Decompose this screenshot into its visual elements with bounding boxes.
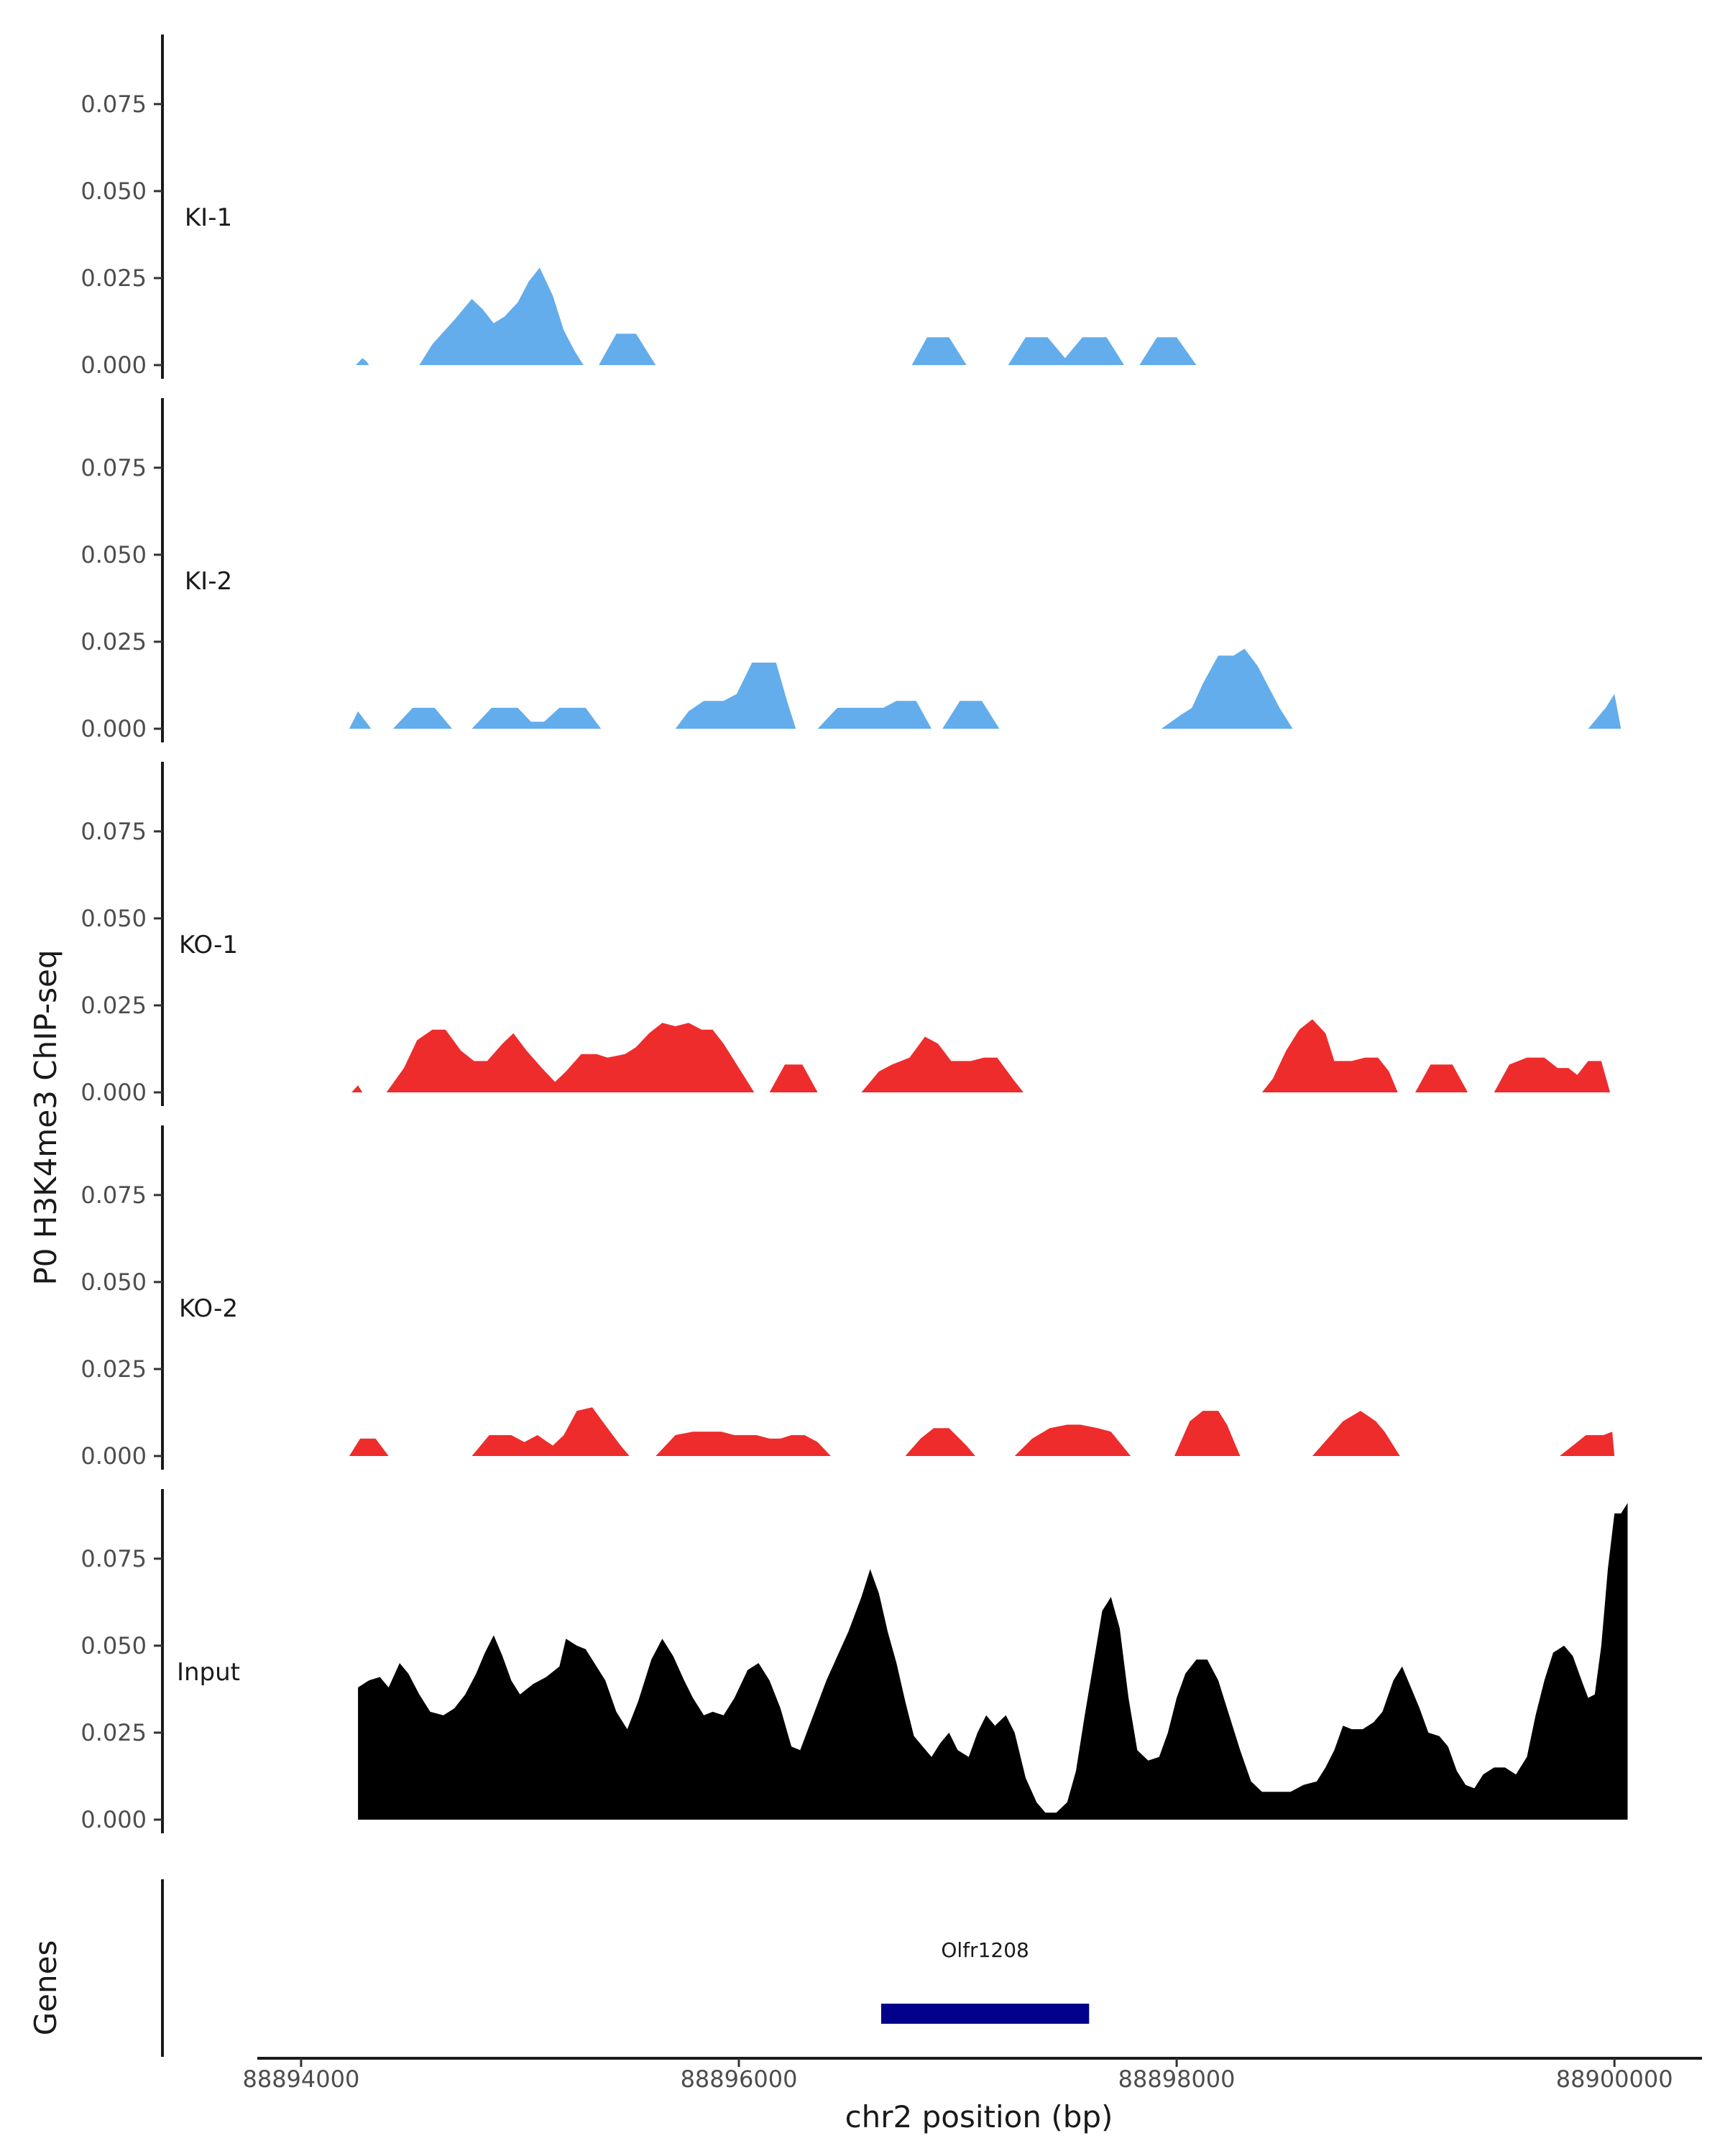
y-tick-label: 0.025 bbox=[80, 1355, 147, 1383]
gene-label: Olfr1208 bbox=[941, 1938, 1029, 1962]
track-ki-1: 0.000 0.025 0.050 0.075 KI-1 bbox=[80, 34, 1197, 379]
y-tick-label: 0.050 bbox=[80, 178, 147, 205]
y-tick-label: 0.000 bbox=[80, 351, 147, 379]
track-label: KI-2 bbox=[185, 567, 232, 596]
y-tick-label: 0.000 bbox=[80, 1079, 147, 1106]
tracks-layer: 0.0000.0250.0500.075KI-10.0000.0250.0500… bbox=[80, 34, 1628, 1833]
y-tick-label: 0.000 bbox=[80, 1442, 147, 1470]
track-ko-2: 0.000 0.025 0.050 0.075 KO-2 bbox=[80, 1125, 1615, 1470]
signal-area-input bbox=[358, 1503, 1628, 1820]
track-input: 0.000 0.025 0.050 0.075 Input bbox=[80, 1489, 1628, 1833]
y-tick-label: 0.025 bbox=[80, 264, 147, 292]
y-tick-label: 0.050 bbox=[80, 1632, 147, 1659]
gene-bar bbox=[880, 2004, 1090, 2024]
track-label: KI-1 bbox=[185, 203, 232, 232]
x-tick-label: 88898000 bbox=[1118, 2065, 1236, 2093]
genes-panel: Olfr1208 Genes bbox=[28, 1879, 1090, 2057]
signal-area-ki-2 bbox=[349, 648, 1622, 729]
y-tick-label: 0.025 bbox=[80, 992, 147, 1019]
genes-title: Genes bbox=[28, 1940, 63, 2036]
y-tick-label: 0.000 bbox=[80, 715, 147, 742]
y-tick-label: 0.075 bbox=[80, 818, 147, 845]
signal-area-ko-2 bbox=[349, 1407, 1615, 1456]
track-ki-2: 0.000 0.025 0.050 0.075 KI-2 bbox=[80, 398, 1622, 742]
y-tick-label: 0.050 bbox=[80, 905, 147, 932]
signal-area-ki-1 bbox=[356, 267, 1197, 365]
signal-area-ko-1 bbox=[351, 1019, 1611, 1092]
track-label: KO-1 bbox=[179, 931, 238, 959]
y-tick-label: 0.025 bbox=[80, 1719, 147, 1746]
x-axis: 88894000 88896000 88898000 88900000 bbox=[242, 2057, 1702, 2093]
y-tick-label: 0.050 bbox=[80, 1268, 147, 1296]
y-tick-label: 0.050 bbox=[80, 541, 147, 568]
track-label: KO-2 bbox=[179, 1294, 238, 1323]
x-tick-label: 88896000 bbox=[681, 2065, 798, 2093]
y-axis-title: P0 H3K4me3 ChIP-seq bbox=[28, 949, 63, 1285]
y-tick-label: 0.075 bbox=[80, 91, 147, 118]
x-tick-label: 88900000 bbox=[1556, 2065, 1673, 2093]
x-axis-title: chr2 position (bp) bbox=[845, 2099, 1113, 2134]
y-tick-label: 0.075 bbox=[80, 1181, 147, 1209]
y-tick-label: 0.025 bbox=[80, 628, 147, 655]
track-ko-1: 0.000 0.025 0.050 0.075 KO-1 bbox=[80, 762, 1611, 1106]
y-tick-label: 0.075 bbox=[80, 1545, 147, 1572]
y-tick-label: 0.075 bbox=[80, 454, 147, 482]
x-tick-label: 88894000 bbox=[242, 2065, 359, 2093]
y-tick-label: 0.000 bbox=[80, 1806, 147, 1833]
track-label: Input bbox=[177, 1658, 240, 1687]
